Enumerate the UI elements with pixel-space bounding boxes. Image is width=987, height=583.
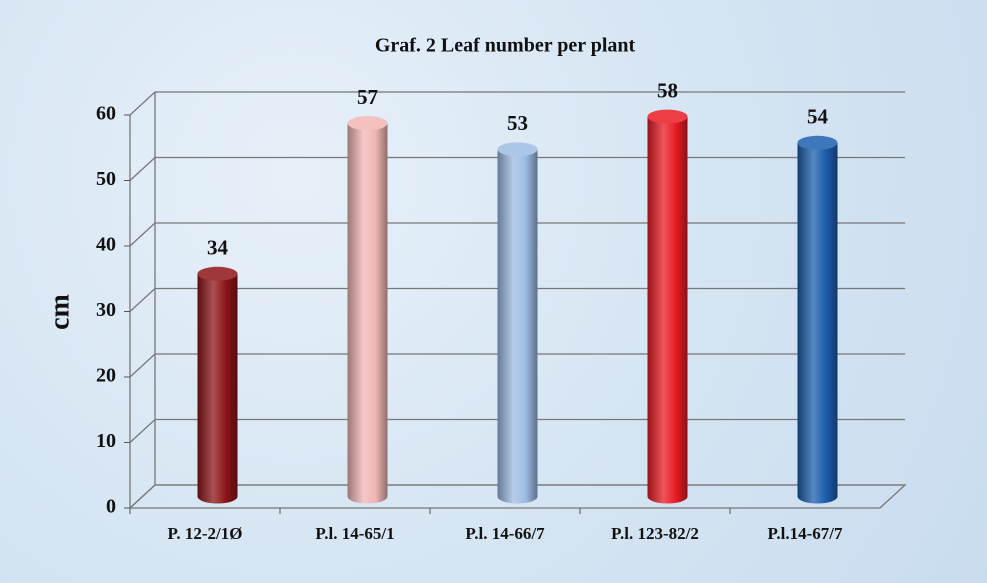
bar-top (797, 135, 838, 150)
chart-title: Graf. 2 Leaf number per plant (375, 35, 636, 57)
x-tick-label: P.l.14-67/7 (767, 524, 843, 543)
grid-line (129, 91, 905, 116)
y-tick-label: 10 (96, 430, 116, 452)
bar-top (347, 116, 388, 131)
bar-top (197, 266, 238, 281)
y-tick-label: 20 (96, 365, 116, 387)
y-tick-label: 40 (96, 234, 116, 256)
y-tick-label: 50 (96, 168, 116, 190)
y-tick-label: 0 (106, 496, 116, 518)
x-tick-label: P.l. 14-66/7 (465, 524, 545, 543)
y-axis-label: cm (44, 294, 75, 330)
bar (347, 123, 388, 504)
bar (797, 142, 838, 504)
bar-top (497, 142, 538, 157)
x-tick-label: P. 12-2/1Ø (167, 524, 243, 543)
x-tick-label: P.l. 14-65/1 (315, 524, 395, 543)
value-label: 34 (207, 236, 229, 260)
value-label: 57 (357, 85, 378, 109)
y-tick-label: 30 (96, 299, 116, 321)
value-label: 53 (507, 111, 528, 135)
x-tick-label: P.l. 123-82/2 (611, 524, 699, 543)
bar (497, 149, 538, 504)
y-tick-label: 60 (96, 103, 116, 125)
bar (647, 116, 688, 504)
bar-top (647, 109, 688, 124)
value-label: 54 (807, 105, 829, 129)
value-label: 58 (657, 78, 678, 102)
bar (197, 273, 238, 504)
